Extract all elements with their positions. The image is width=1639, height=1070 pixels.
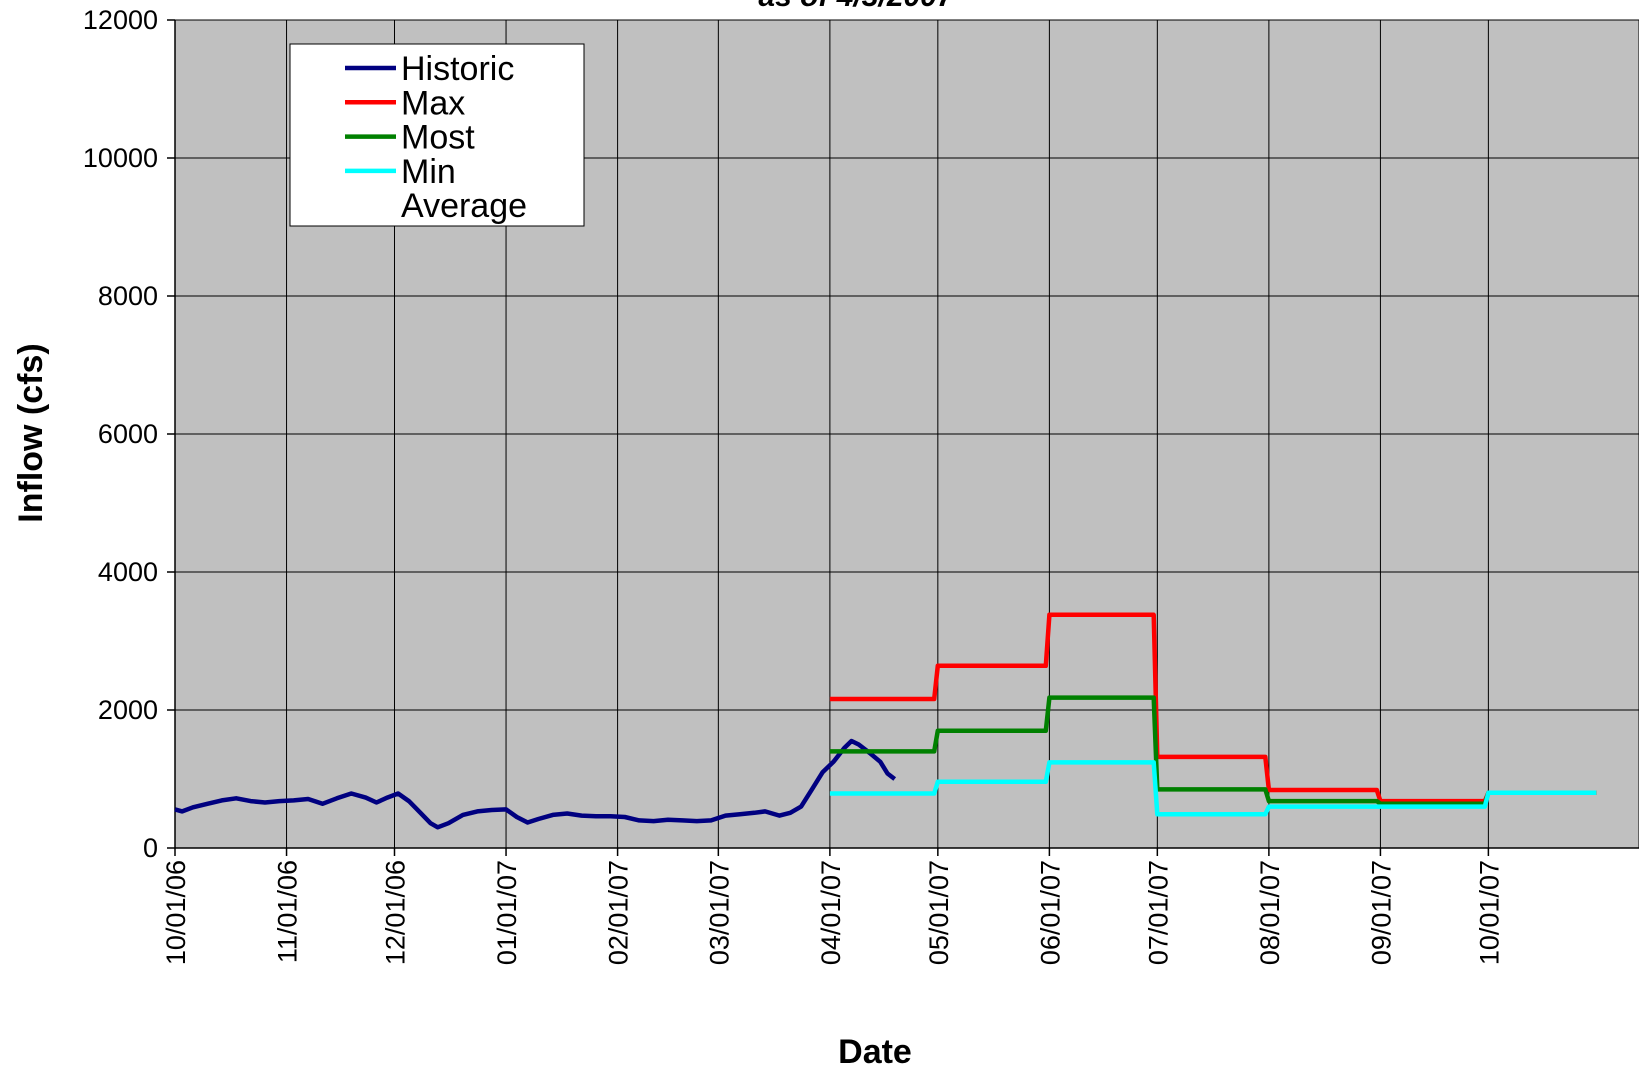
x-tick-label: 06/01/07: [1035, 860, 1065, 965]
y-tick-labels: 0 2000 4000 6000 8000 10000 12000: [83, 5, 158, 863]
legend-label-historic: Historic: [401, 50, 514, 88]
x-tick-label: 08/01/07: [1255, 860, 1285, 965]
x-tick-label: 12/01/06: [380, 860, 410, 965]
y-tick-label: 2000: [98, 695, 158, 725]
legend-box: [289, 43, 585, 227]
x-tick-label: 05/01/07: [924, 860, 954, 965]
x-tick-label: 10/01/07: [1474, 860, 1504, 965]
series-line-max: [829, 612, 1597, 804]
x-tick-label: 03/01/07: [704, 860, 734, 965]
x-tick-label: 07/01/07: [1143, 860, 1173, 965]
legend-label-min: Min: [401, 153, 456, 191]
x-tick-label: 04/01/07: [816, 860, 846, 965]
y-tick-label: 10000: [83, 143, 158, 173]
x-tick-label: 01/01/07: [492, 860, 522, 965]
y-tick-label: 12000: [83, 5, 158, 35]
y-axis-title: Inflow (cfs): [12, 343, 50, 522]
series-line-most: [829, 695, 1597, 807]
series-lines: [174, 612, 1597, 830]
series-line-min: [829, 760, 1597, 817]
series-line-historic: [174, 738, 897, 830]
x-tick-labels: 10/01/06 11/01/06 12/01/06 01/01/07 02/01/07…: [161, 860, 1504, 965]
y-tick-label: 0: [143, 833, 158, 863]
y-tick-label: 8000: [98, 281, 158, 311]
y-tick-label: 6000: [98, 419, 158, 449]
axes: [167, 19, 1639, 856]
x-tick-label: 11/01/06: [273, 860, 303, 963]
legend-label-most: Most: [401, 119, 475, 157]
x-tick-label: 02/01/07: [604, 860, 634, 965]
legend-label-max: Max: [401, 84, 465, 122]
x-axis-title: Date: [838, 1033, 912, 1070]
y-tick-label: 4000: [98, 557, 158, 587]
legend-label-average: Average: [401, 187, 527, 225]
x-tick-label: 10/01/06: [161, 860, 191, 965]
chart-title: as of 4/3/2007: [758, 0, 954, 13]
x-tick-label: 09/01/07: [1366, 860, 1396, 965]
